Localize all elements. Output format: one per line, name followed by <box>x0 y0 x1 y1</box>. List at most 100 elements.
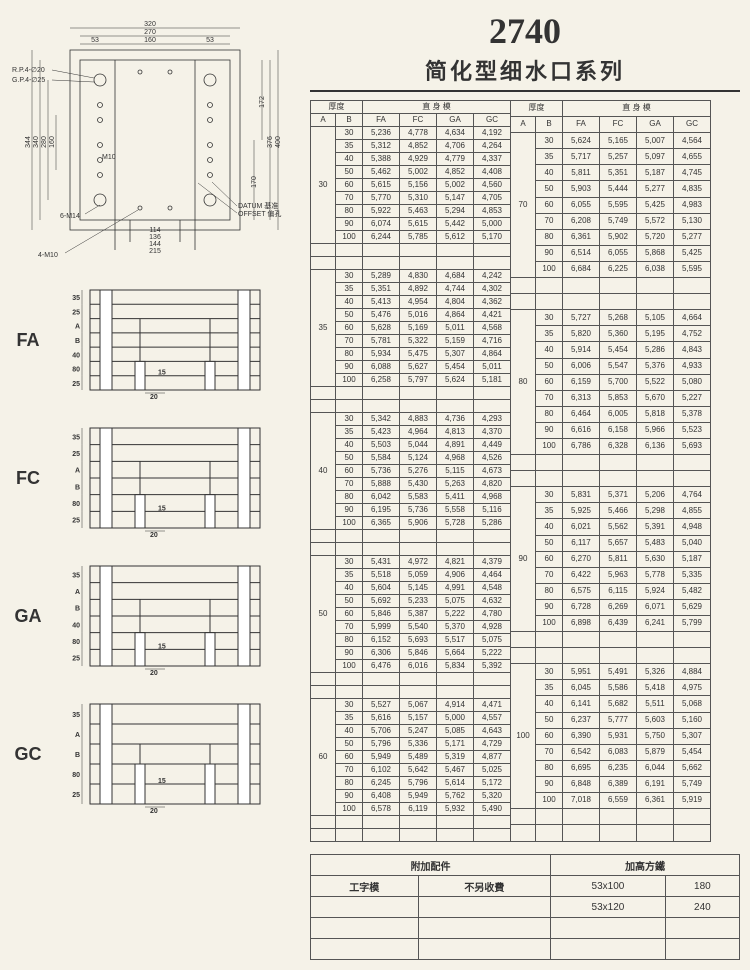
svg-text:80: 80 <box>72 367 80 374</box>
table-row: 355,7175,2575,0974,655 <box>511 149 711 165</box>
callout-4m10: 4-M10 <box>38 252 58 259</box>
table-row: 505,5845,1244,9684,526 <box>311 452 511 465</box>
table-row: 706,1025,6425,4675,025 <box>311 764 511 777</box>
dim-172: 172 <box>259 96 266 108</box>
dim-160l: 160 <box>49 136 56 148</box>
svg-text:A: A <box>75 324 80 331</box>
table-row: 80305,7275,2685,1054,664 <box>511 310 711 326</box>
table-row: 35305,2894,8304,6844,242 <box>311 270 511 283</box>
svg-text:15: 15 <box>158 370 166 377</box>
table-row: 906,0745,6155,4425,000 <box>311 218 511 231</box>
dim-340: 340 <box>33 136 40 148</box>
table-row: 405,3884,9294,7794,337 <box>311 153 511 166</box>
table-row: 605,6155,1565,0024,560 <box>311 179 511 192</box>
table-row: 906,7286,2696,0715,629 <box>511 599 711 615</box>
table-row: 405,9145,4545,2864,843 <box>511 342 711 358</box>
svg-text:35: 35 <box>72 712 80 719</box>
table-row: 70305,6245,1655,0074,564 <box>511 133 711 149</box>
svg-text:25: 25 <box>72 309 80 316</box>
table-row: 406,1415,6825,5115,068 <box>511 696 711 712</box>
figure-label: FC <box>10 468 46 489</box>
table-row: 806,2455,7965,6145,172 <box>311 777 511 790</box>
table-row: 405,6045,1454,9914,548 <box>311 582 511 595</box>
table-row: 706,3135,8535,6705,227 <box>511 390 711 406</box>
svg-text:15: 15 <box>158 505 166 512</box>
svg-text:25: 25 <box>72 451 80 458</box>
dim-170: 170 <box>251 176 258 188</box>
figure-label: GC <box>10 744 46 765</box>
table-row: 1006,8986,4396,2415,799 <box>511 616 711 632</box>
table-row: 706,4225,9635,7785,335 <box>511 567 711 583</box>
callout-m10: M10 <box>102 154 116 161</box>
svg-text:80: 80 <box>72 772 80 779</box>
dim-53a: 53 <box>91 37 99 44</box>
table-row: 406,0215,5625,3914,948 <box>511 519 711 535</box>
table-row: 705,8885,4305,2634,820 <box>311 478 511 491</box>
dim-376: 376 <box>267 136 274 148</box>
svg-text:20: 20 <box>150 394 158 400</box>
svg-text:80: 80 <box>72 639 80 646</box>
table-row: 355,4234,9644,8134,370 <box>311 426 511 439</box>
table-row: 506,2375,7775,6035,160 <box>511 712 711 728</box>
svg-text:40: 40 <box>72 622 80 629</box>
accessory-table: 附加配件加高方鐵工字模不另收費 53x10018053x120240 <box>310 854 740 960</box>
table-row: 806,4646,0055,8185,378 <box>511 406 711 422</box>
svg-text:20: 20 <box>150 532 158 538</box>
model-number: 2740 <box>310 10 740 52</box>
table-row: 906,1955,7365,5585,116 <box>311 504 511 517</box>
figure-GA: GA 15 20 35AB408025 <box>10 556 300 676</box>
dim-136: 136 <box>149 234 161 241</box>
svg-text:20: 20 <box>150 808 158 814</box>
table-row: 405,4134,9544,8044,362 <box>311 296 511 309</box>
table-row: 50305,4314,9724,8214,379 <box>311 556 511 569</box>
table-row: 355,5185,0594,9064,464 <box>311 569 511 582</box>
dim-114: 114 <box>149 227 160 234</box>
table-row: 906,5146,0555,8685,425 <box>511 245 711 261</box>
svg-text:A: A <box>75 589 80 596</box>
table-row: 100305,9515,4915,3264,884 <box>511 664 711 680</box>
dim-280: 280 <box>41 136 48 148</box>
table-row: 1006,5786,1195,9325,490 <box>311 803 511 816</box>
table-row: 705,9995,5405,3704,928 <box>311 621 511 634</box>
callout-datum: DATUM 基准 <box>238 201 278 210</box>
dim-320: 320 <box>144 21 156 28</box>
table-row: 505,4765,0164,8644,421 <box>311 309 511 322</box>
table-row: 405,8115,3515,1874,745 <box>511 165 711 181</box>
table-row: 605,8465,3875,2224,780 <box>311 608 511 621</box>
table-row: 806,5756,1155,9245,482 <box>511 583 711 599</box>
table-row: 806,0425,5835,4114,968 <box>311 491 511 504</box>
svg-text:25: 25 <box>72 518 80 525</box>
svg-text:20: 20 <box>150 670 158 676</box>
svg-text:35: 35 <box>72 572 80 579</box>
callout-gp: G.P.4-∅25 <box>12 77 45 84</box>
table-row: 706,2085,7495,5725,130 <box>511 213 711 229</box>
svg-text:B: B <box>75 338 80 345</box>
table-row: 60305,5275,0674,9144,471 <box>311 699 511 712</box>
top-plan-drawing: 320 270 160 53 53 344 340 280 160 <box>10 10 300 260</box>
svg-text:B: B <box>75 606 80 613</box>
table-row: 355,6165,1575,0004,557 <box>311 712 511 725</box>
table-row: 706,5426,0835,8795,454 <box>511 744 711 760</box>
table-row: 606,2705,8115,6305,187 <box>511 551 711 567</box>
table-row: 505,9035,4445,2774,835 <box>511 181 711 197</box>
figure-label: FA <box>10 330 46 351</box>
table-row: 906,8486,3896,1915,749 <box>511 776 711 792</box>
dim-215: 215 <box>149 248 161 255</box>
table-row: 1007,0186,5596,3615,919 <box>511 793 711 809</box>
table-row: 505,4625,0024,8524,408 <box>311 166 511 179</box>
svg-text:15: 15 <box>158 778 166 785</box>
table-row: 605,6285,1695,0114,568 <box>311 322 511 335</box>
table-row: 1006,7866,3286,1365,693 <box>511 438 711 454</box>
dim-270: 270 <box>144 29 156 36</box>
table-row: 505,7965,3365,1714,729 <box>311 738 511 751</box>
dim-144: 144 <box>149 241 161 248</box>
table-row: 1006,4766,0165,8345,392 <box>311 660 511 673</box>
table-row: 90305,8315,3715,2064,764 <box>511 487 711 503</box>
table-row: 806,1525,6935,5175,075 <box>311 634 511 647</box>
table-row: 1006,3655,9065,7285,286 <box>311 517 511 530</box>
table-row: 806,6956,2356,0445,662 <box>511 760 711 776</box>
svg-text:35: 35 <box>72 434 80 441</box>
figure-label: GA <box>10 606 46 627</box>
table-row: 1006,6846,2256,0385,595 <box>511 261 711 277</box>
dim-400: 400 <box>275 136 282 148</box>
